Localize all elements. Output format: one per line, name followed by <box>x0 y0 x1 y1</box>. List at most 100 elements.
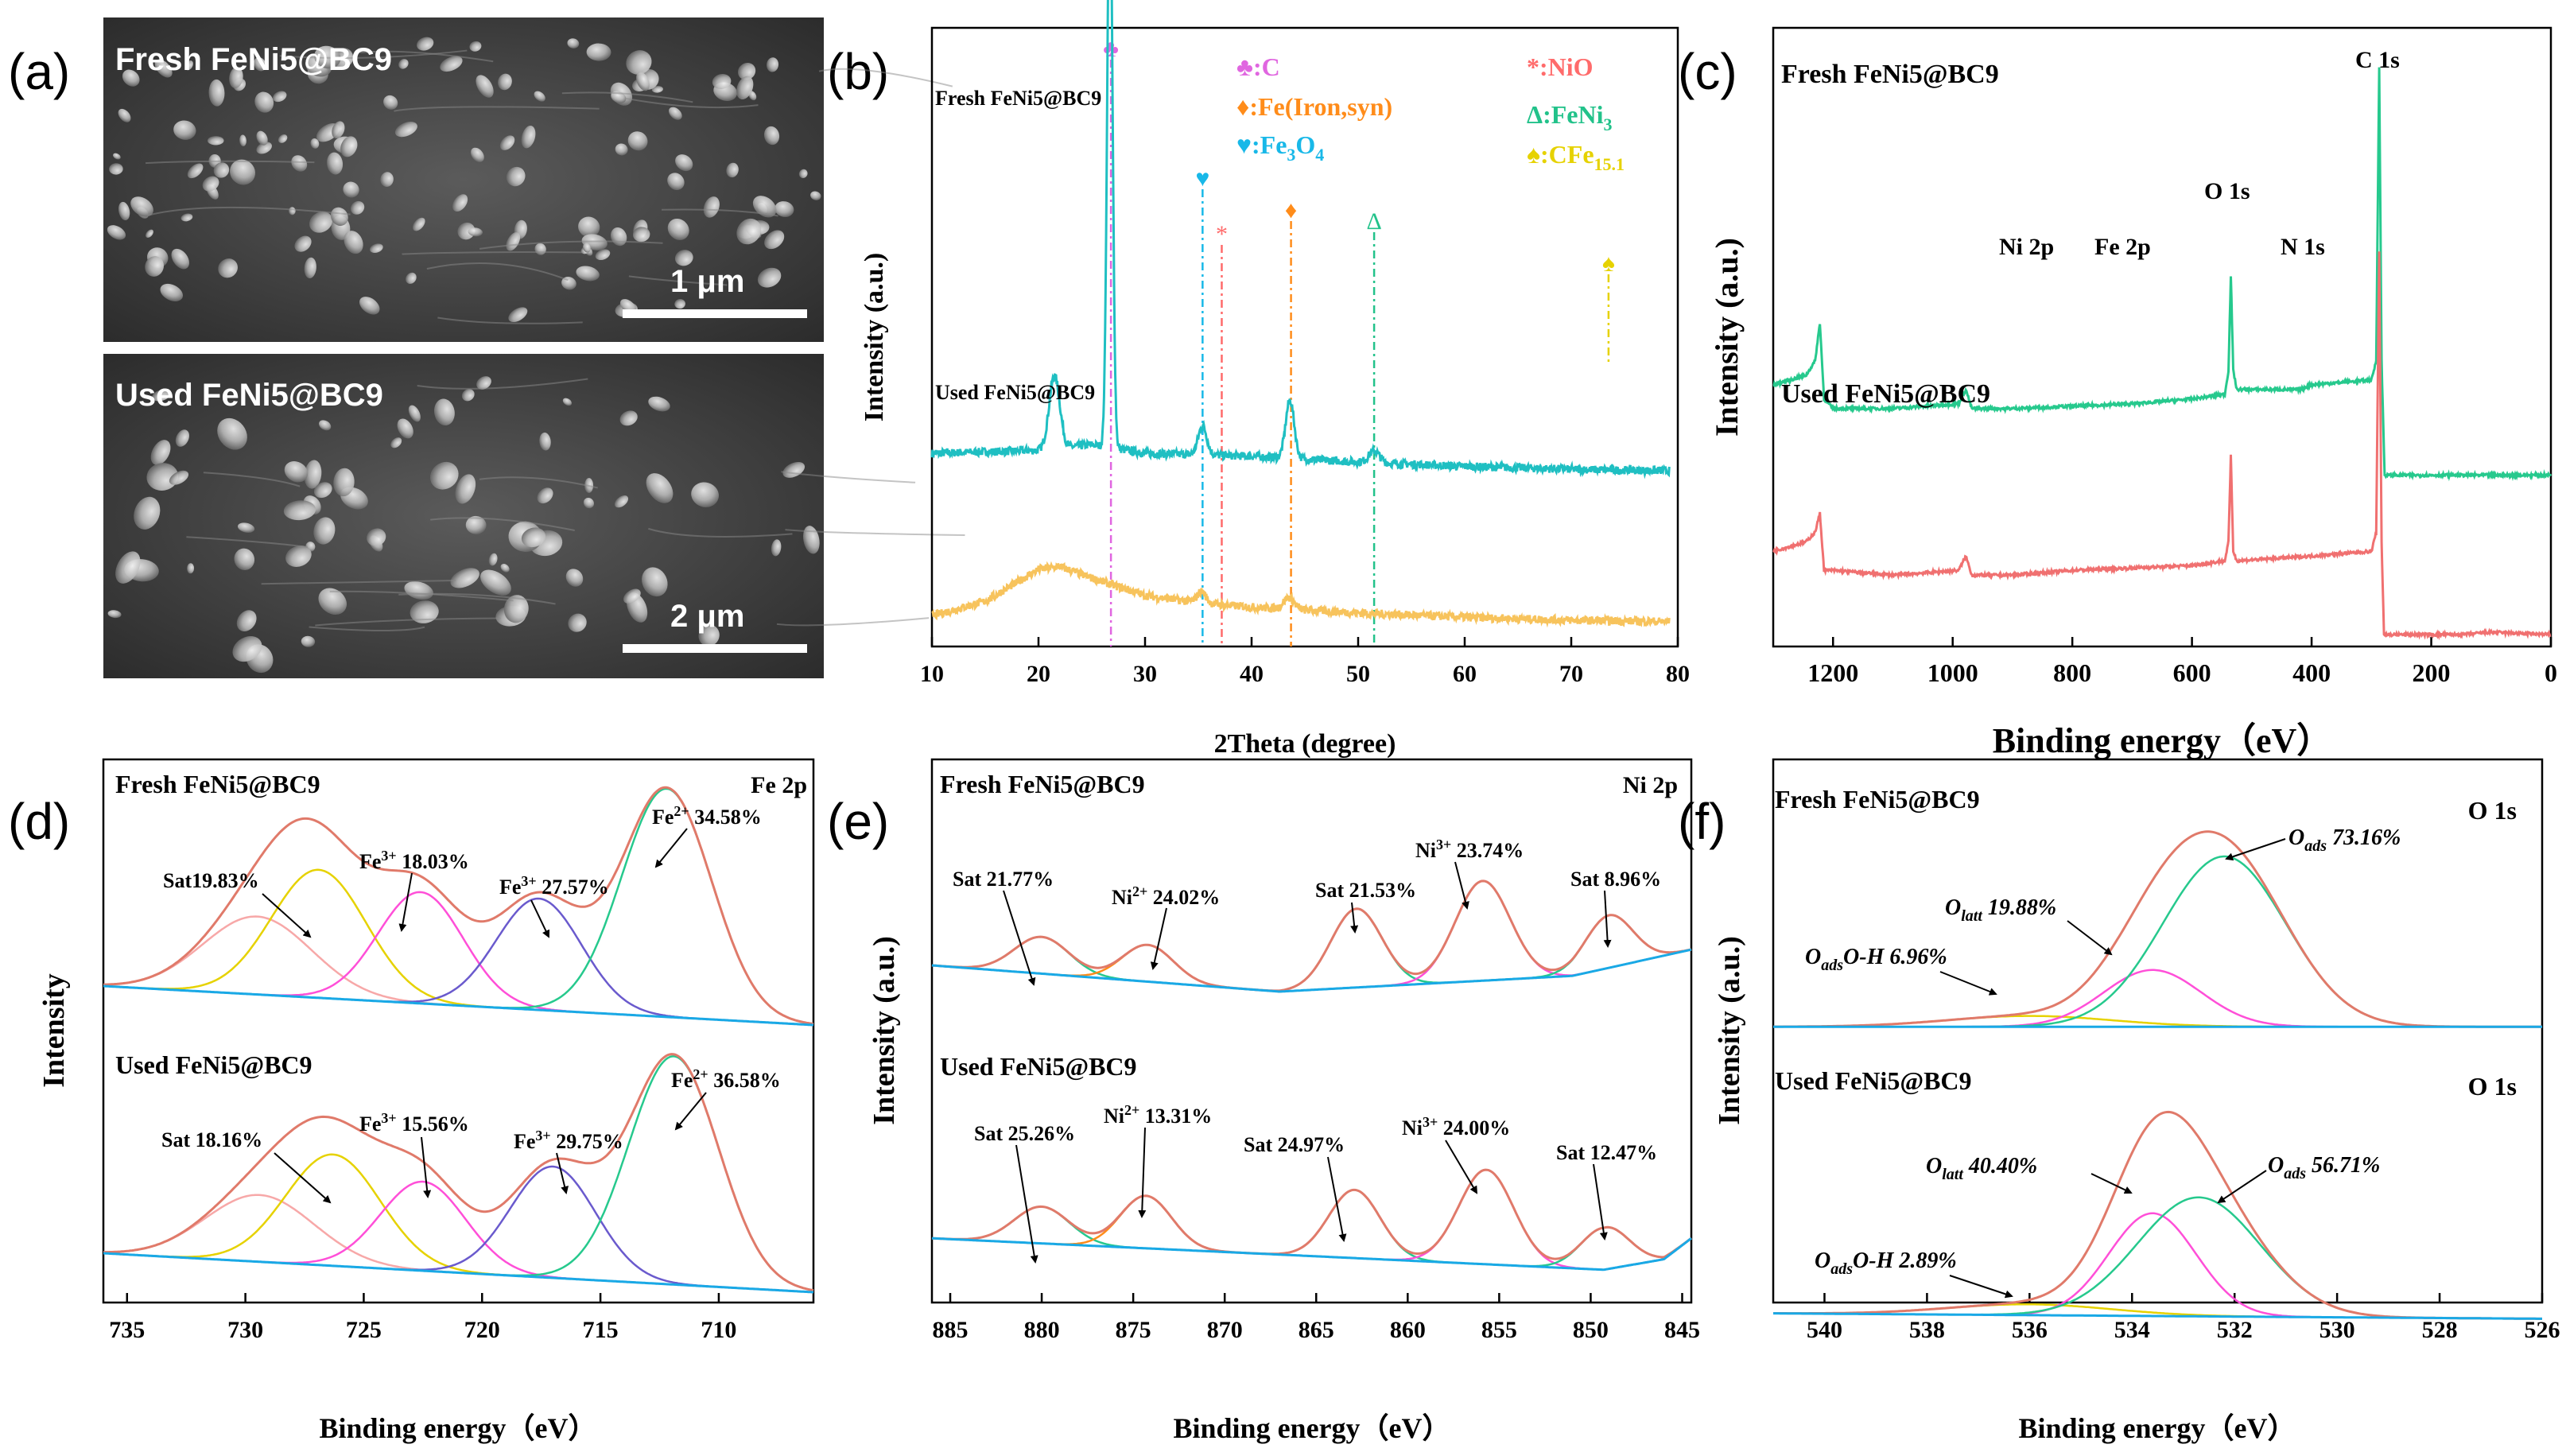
arrow-d-fresh-fe3b <box>530 899 550 938</box>
sem-ridge <box>359 50 494 63</box>
series-label-used-d: Used FeNi5@BC9 <box>115 1050 313 1079</box>
sem-particle <box>698 624 720 646</box>
arrow-f-used-latt <box>2090 1173 2133 1194</box>
peak-label-n1s: N 1s <box>2281 234 2325 260</box>
series-label-fresh-d: Fresh FeNi5@BC9 <box>115 770 320 798</box>
x-tick-label: 530 <box>2319 1317 2355 1343</box>
sem-particle <box>465 515 487 534</box>
fit-envelope-used <box>103 1053 814 1292</box>
sem-particle <box>413 217 425 231</box>
arrow-f-fresh-ads <box>2225 838 2286 861</box>
x-tick-label: 850 <box>1573 1317 1609 1343</box>
survey-spectrum-used <box>1772 251 2552 641</box>
legend-item-nio: *:NiO <box>1527 52 1594 81</box>
sem-particle <box>256 142 272 154</box>
series-label-used-e: Used FeNi5@BC9 <box>940 1052 1137 1081</box>
scale-bar-fresh <box>623 309 807 318</box>
fit-component-fresh-2 <box>931 907 1692 992</box>
sem-particle <box>703 196 720 218</box>
x-tick-label: 880 <box>1024 1317 1060 1343</box>
sem-ridge <box>781 471 916 483</box>
panel-c: 1200 1000 800 600 400 200 0 Fresh FeNi5@BC9 Us… <box>1709 26 2557 760</box>
sem-particle <box>332 121 345 139</box>
peak-label-c1s: C 1s <box>2355 47 2400 73</box>
label-d-used-fe2: Fe2+ 36.58% <box>671 1066 781 1092</box>
x-tick-label: 1000 <box>1927 658 1978 687</box>
series-b <box>930 0 1671 628</box>
sem-particle <box>480 569 511 596</box>
arrow-e-fresh-ni3 <box>1454 861 1469 910</box>
sem-particle <box>567 38 580 49</box>
sem-particle <box>648 396 670 412</box>
xrd-pattern-used <box>931 561 1671 628</box>
arrows-f <box>1939 838 2286 1299</box>
sem-particle <box>367 528 386 546</box>
peak-label-ni2p: Ni 2p <box>1999 234 2054 260</box>
sem-ridge <box>479 476 598 489</box>
series-d <box>103 786 814 1294</box>
sem-particle <box>578 216 600 238</box>
fit-background-used <box>103 1252 814 1294</box>
sem-particle <box>218 258 238 278</box>
series-e <box>931 879 1692 1272</box>
arrow-f-used-oh <box>1949 1275 2013 1299</box>
sem-particle <box>146 229 153 238</box>
series-label-fresh-f: Fresh FeNi5@BC9 <box>1775 785 1980 813</box>
scale-bar-used <box>623 644 807 653</box>
sem-particle <box>534 91 545 102</box>
sem-particle <box>627 131 648 151</box>
panel-letter-a: (a) <box>8 43 70 100</box>
x-tick-label: 60 <box>1453 661 1477 687</box>
sem-particles-used <box>107 376 965 674</box>
sem-particle <box>285 546 312 567</box>
arrow-e-fresh-sat1 <box>1003 890 1036 986</box>
scale-label-fresh: 1 μm <box>670 264 744 299</box>
panel-a: Fresh FeNi5@BC9 1 μm Used FeNi5@BC9 2 μm <box>103 17 965 678</box>
panel-letter-d: (d) <box>8 793 70 850</box>
sem-particle <box>333 468 355 497</box>
sem-particle <box>173 120 196 140</box>
peak-labels-d: Sat19.83% Fe3+ 18.03% Fe3+ 27.57% Fe2+ 3… <box>161 803 781 1153</box>
sem-particle <box>154 59 173 78</box>
sem-particle <box>122 69 140 87</box>
panel-d: 735 730 725 720 715 710 Fresh FeNi5@BC9 Used … <box>37 758 815 1444</box>
sem-particle <box>626 50 652 75</box>
label-e-fresh-sat3: Sat 8.96% <box>1570 868 1661 891</box>
arrow-d-used-sat <box>274 1152 332 1204</box>
sem-particle <box>175 429 189 447</box>
survey-spectrum-fresh <box>1772 67 2552 482</box>
sem-particle <box>752 196 777 218</box>
sem-particle <box>169 470 189 485</box>
sem-particle <box>313 517 336 545</box>
fit-component-fresh-1 <box>103 868 814 1027</box>
label-e-used-ni3: Ni3+ 24.00% <box>1402 1114 1510 1140</box>
x-axis-label-e: Binding energy（eV） <box>1173 1412 1450 1444</box>
sem-ridge <box>261 580 456 585</box>
sem-particle <box>623 588 641 604</box>
sem-ridge <box>315 617 501 627</box>
sem-particle <box>236 610 257 631</box>
x-axis-e: 885 880 875 870 865 860 855 850 845 <box>933 1293 1700 1343</box>
reference-marker: Δ <box>1366 208 1381 235</box>
series-label-fresh-e: Fresh FeNi5@BC9 <box>940 770 1145 798</box>
sem-particle <box>642 567 668 597</box>
y-axis-label-d: Intensity <box>37 973 71 1088</box>
sem-image-fresh: Fresh FeNi5@BC9 1 μm <box>103 17 953 342</box>
sem-particle <box>417 37 434 51</box>
sem-particle <box>256 130 268 146</box>
sem-particle <box>319 420 332 431</box>
sem-particle <box>736 218 762 245</box>
sem-particle <box>576 266 600 281</box>
legend-item-fe: ♦:Fe(Iron,syn) <box>1236 92 1392 121</box>
fit-envelope-fresh <box>931 879 1692 992</box>
sem-particle <box>232 635 262 662</box>
y-axis-label-b: Intensity (a.u.) <box>860 253 889 422</box>
x-axis-label-d: Binding energy（eV） <box>319 1412 596 1444</box>
sem-particle <box>726 162 739 178</box>
x-tick-label: 735 <box>109 1317 145 1343</box>
label-f-used-oh: OadsO-H 2.89% <box>1815 1248 1957 1278</box>
sem-ridge <box>417 378 588 390</box>
x-axis-label-b: 2Theta (degree) <box>1214 729 1396 759</box>
sem-particle <box>234 548 255 570</box>
